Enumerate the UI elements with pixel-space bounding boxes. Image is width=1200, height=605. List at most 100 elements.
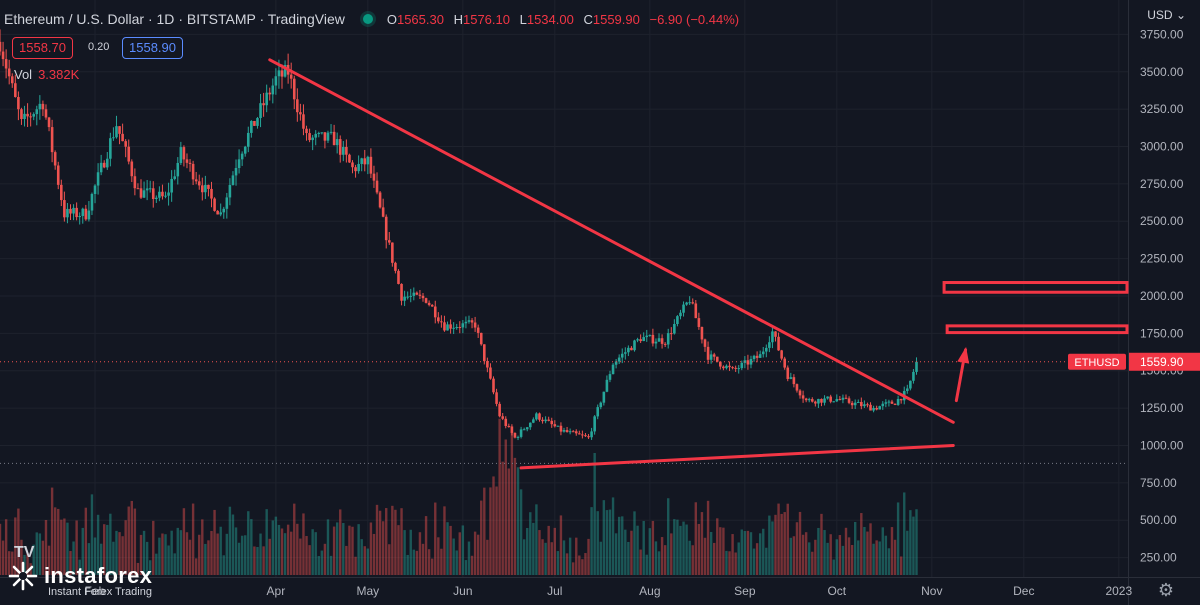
candle-body [532,419,535,423]
volume-bar [670,533,673,575]
volume-bar [139,534,143,575]
volume-bar [792,536,796,575]
volume-bar [357,524,360,575]
candle-body [222,208,226,213]
volume-bar [437,537,440,575]
volume-bar [470,555,474,575]
x-tick-label: Dec [1013,584,1034,598]
tradingview-logo[interactable]: TV [14,544,35,561]
volume-bar [369,522,373,575]
volume-bar [719,527,722,575]
candle-body [384,216,388,241]
candle-body [443,322,446,331]
y-tick-label: 3750.00 [1140,27,1184,41]
volume-bar [351,526,354,575]
volume-bar [363,546,366,575]
candle-body [725,365,728,369]
volume-bar [323,543,327,575]
candle-body [418,294,422,296]
currency-selector[interactable]: USD ⌄ [1147,8,1186,22]
x-tick-label: Jul [547,584,562,598]
volume-bar [234,527,238,575]
volume-bar [777,503,780,575]
candle-body [20,109,23,120]
volume-bar [535,504,538,575]
volume-bar [84,507,88,575]
volume-bar [728,551,731,575]
candle-body [786,367,790,379]
candle-body [78,216,81,218]
volume-bar [611,497,615,575]
candle-body [253,121,256,126]
candle-body [155,197,158,200]
volume-bar [614,533,618,575]
volume-bar [256,546,259,575]
volume-bar [832,559,835,575]
candle-body [406,296,409,298]
volume-bar [556,551,560,575]
volume-bar [182,508,186,575]
volume-bar [593,453,596,575]
x-tick-label: May [356,584,379,598]
candle-body [804,398,808,401]
candle-body [32,114,36,117]
trendline [268,58,955,424]
interval-label[interactable]: 1D [156,11,175,27]
volume-bar [740,529,743,575]
x-tick-label: Nov [921,584,942,598]
volume-bar [47,545,51,575]
candle-body [44,109,48,118]
candle-body [676,316,679,325]
candle-body [7,68,11,77]
candle-body [587,436,590,438]
candle-body [752,355,756,360]
sell-price-button[interactable]: 1558.70 [12,37,73,59]
volume-bar [455,550,458,575]
volume-bar [559,515,563,575]
volume-bar [694,502,698,575]
volume-bar [35,532,38,575]
y-tick-label: 1250.00 [1140,401,1184,415]
last-price-badge [1129,352,1200,371]
y-tick-label: 2500.00 [1140,214,1184,228]
candle-body [731,367,734,369]
candle-body [283,64,287,77]
volume-bar [660,537,664,575]
candle-body [139,188,143,198]
volume-bar [581,559,584,575]
volume-bar [198,534,201,575]
candle-body [348,154,351,163]
candle-body [102,162,106,168]
symbol-title[interactable]: Ethereum / U.S. Dollar · 1D · BITSTAMP ·… [4,11,345,27]
candle-body [737,368,741,370]
spread-value: 0.20 [88,41,110,53]
candle-body [492,378,495,393]
candle-body [213,198,216,211]
candle-body [289,74,293,79]
volume-bar [296,523,299,575]
volume-bar [136,562,140,575]
candle-body [363,158,367,165]
volume-bar [185,532,189,575]
candle-body [847,398,851,403]
volume-bar [17,508,20,575]
volume-bar [798,511,802,575]
volume-bar [335,522,339,575]
candle-body [176,162,180,177]
candle-body [639,339,642,342]
volume-bar [164,534,167,575]
gear-icon[interactable]: ⚙ [1157,580,1174,600]
volume-bar [565,553,569,575]
candle-body [807,399,811,401]
volume-bar [522,539,526,575]
volume-bar [587,538,590,575]
volume-bar [584,553,587,575]
candle-body [216,210,219,215]
candle-body [381,207,385,217]
candle-body [372,173,376,181]
candle-body [433,306,437,318]
x-tick-label: Jun [453,584,472,598]
candle-body [829,396,832,402]
buy-price-button[interactable]: 1558.90 [122,37,183,59]
